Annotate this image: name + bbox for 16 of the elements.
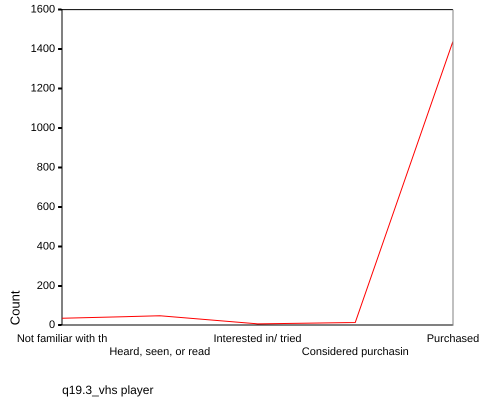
- y-tick-label: 0: [48, 319, 56, 332]
- y-tick-label: 1200: [30, 82, 56, 95]
- y-tick-label: 600: [36, 200, 56, 213]
- x-tick-label: Heard, seen, or read: [109, 346, 210, 358]
- y-tick-label: 400: [36, 240, 56, 252]
- y-tick-label: 800: [36, 161, 56, 174]
- y-tick-label: 200: [36, 280, 56, 292]
- x-tick-label: Interested in/ tried: [214, 332, 302, 345]
- y-tick-label: 1600: [30, 4, 56, 16]
- y-tick-label: 1000: [30, 122, 56, 134]
- x-tick-label: Not familiar with th: [16, 332, 108, 345]
- x-tick-label: Purchased: [426, 332, 480, 345]
- y-axis-title: Count: [7, 290, 22, 326]
- y-tick-label: 1400: [30, 43, 56, 56]
- x-tick-label: Considered purchasin: [302, 346, 409, 358]
- x-axis-title: q19.3_vhs player: [62, 383, 154, 398]
